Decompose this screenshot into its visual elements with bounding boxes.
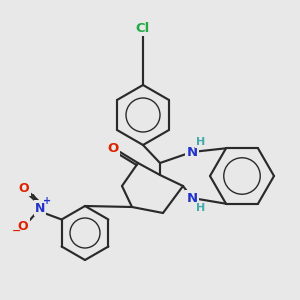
Text: +: + <box>43 196 51 206</box>
Text: O: O <box>18 220 28 232</box>
Text: N: N <box>35 202 45 214</box>
Text: Cl: Cl <box>136 22 150 34</box>
Text: −: − <box>12 226 22 236</box>
Text: H: H <box>196 137 206 147</box>
Text: O: O <box>19 182 29 194</box>
Text: N: N <box>186 146 198 158</box>
Text: N: N <box>186 191 198 205</box>
Text: O: O <box>107 142 118 155</box>
Text: H: H <box>196 203 206 213</box>
